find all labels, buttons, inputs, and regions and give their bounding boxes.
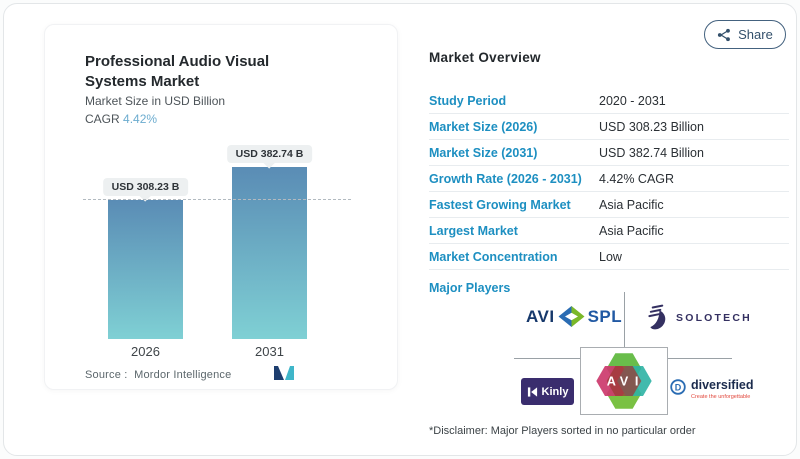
- cagr-label: CAGR: [85, 112, 120, 126]
- mordor-intelligence-logo: [274, 366, 294, 380]
- overview-row: Market Size (2031) USD 382.74 Billion: [429, 140, 789, 166]
- connector-right-line: [668, 358, 732, 359]
- overview-row: Study Period 2020 - 2031: [429, 88, 789, 114]
- chart-bar-2031: [232, 167, 307, 339]
- overview-row-label: Largest Market: [429, 223, 518, 238]
- overview-row-value: Asia Pacific: [599, 197, 664, 212]
- avi-letter-a: A: [607, 375, 616, 389]
- kinly-icon: [527, 386, 537, 397]
- share-button[interactable]: Share: [704, 20, 786, 49]
- chart-bar-2026: [108, 200, 183, 339]
- avi-letter-i: I: [635, 375, 639, 389]
- bar-value-label: USD 382.74 B: [226, 145, 313, 163]
- diversified-text: diversified: [691, 378, 754, 392]
- diversified-texts: diversified Create the unforgettable: [691, 378, 754, 400]
- overview-row: Market Concentration Low: [429, 244, 789, 270]
- chart-title: Professional Audio Visual Systems Market: [85, 53, 270, 91]
- source-name: Mordor Intelligence: [134, 369, 232, 381]
- overview-row-value: Asia Pacific: [599, 223, 664, 238]
- avispl-diamond-icon: [558, 306, 585, 327]
- bar-value-label: USD 308.23 B: [102, 178, 189, 196]
- avi-letter-v: V: [620, 375, 629, 389]
- kinly-logo: Kinly: [521, 378, 574, 405]
- disclaimer-text: *Disclaimer: Major Players sorted in no …: [429, 425, 696, 437]
- source-line: Source : Mordor Intelligence: [85, 369, 231, 381]
- avispl-text-spl: SPL: [587, 306, 623, 326]
- avispl-text-avi: AVI: [526, 306, 555, 326]
- diversified-icon: D: [670, 379, 686, 395]
- solotech-logo: SOLOTECH: [647, 303, 752, 333]
- overview-row-value: USD 308.23 Billion: [599, 119, 704, 134]
- overview-row-value: Low: [599, 249, 622, 264]
- cagr-line: CAGR 4.42%: [85, 112, 157, 126]
- overview-row: Market Size (2026) USD 308.23 Billion: [429, 114, 789, 140]
- avispl-logo: AVI SPL: [526, 306, 622, 327]
- x-axis-tick-label: 2031: [255, 344, 284, 359]
- connector-left-line: [514, 358, 580, 359]
- svg-text:D: D: [675, 382, 682, 392]
- market-snapshot-card: Professional Audio Visual Systems Market…: [44, 24, 398, 390]
- source-label: Source :: [85, 369, 128, 381]
- connector-vertical-line: [624, 292, 625, 347]
- reference-dashed-line: [83, 199, 351, 200]
- overview-row-label: Market Size (2031): [429, 145, 538, 160]
- overview-row: Fastest Growing Market Asia Pacific: [429, 192, 789, 218]
- report-card: Professional Audio Visual Systems Market…: [3, 3, 797, 456]
- cagr-value: 4.42%: [123, 112, 158, 126]
- avi-hexagon-logo: A V I: [596, 353, 652, 409]
- chart-subtitle: Market Size in USD Billion: [85, 94, 226, 108]
- solotech-text: SOLOTECH: [676, 312, 752, 324]
- solotech-icon: [648, 304, 666, 330]
- overview-row-label: Market Concentration: [429, 249, 558, 264]
- major-players-label: Major Players: [429, 281, 511, 295]
- share-icon: [718, 28, 731, 41]
- overview-row-value: 2020 - 2031: [599, 93, 666, 108]
- diversified-tagline: Create the unforgettable: [691, 393, 751, 400]
- overview-row-label: Study Period: [429, 93, 507, 108]
- overview-row-label: Market Size (2026): [429, 119, 538, 134]
- kinly-text: Kinly: [541, 385, 569, 398]
- diversified-logo: D diversified Create the unforgettable: [670, 378, 754, 400]
- overview-table: Study Period 2020 - 2031 Market Size (2026…: [429, 88, 789, 270]
- overview-row-label: Growth Rate (2026 - 2031): [429, 171, 582, 186]
- overview-row-label: Fastest Growing Market: [429, 197, 571, 212]
- overview-row: Largest Market Asia Pacific: [429, 218, 789, 244]
- share-label: Share: [738, 27, 773, 42]
- avi-logo-box: A V I: [580, 347, 668, 415]
- overview-heading: Market Overview: [429, 50, 541, 65]
- overview-row-value: USD 382.74 Billion: [599, 145, 704, 160]
- overview-row-value: 4.42% CAGR: [599, 171, 675, 186]
- x-axis-tick-label: 2026: [131, 344, 160, 359]
- overview-row: Growth Rate (2026 - 2031) 4.42% CAGR: [429, 166, 789, 192]
